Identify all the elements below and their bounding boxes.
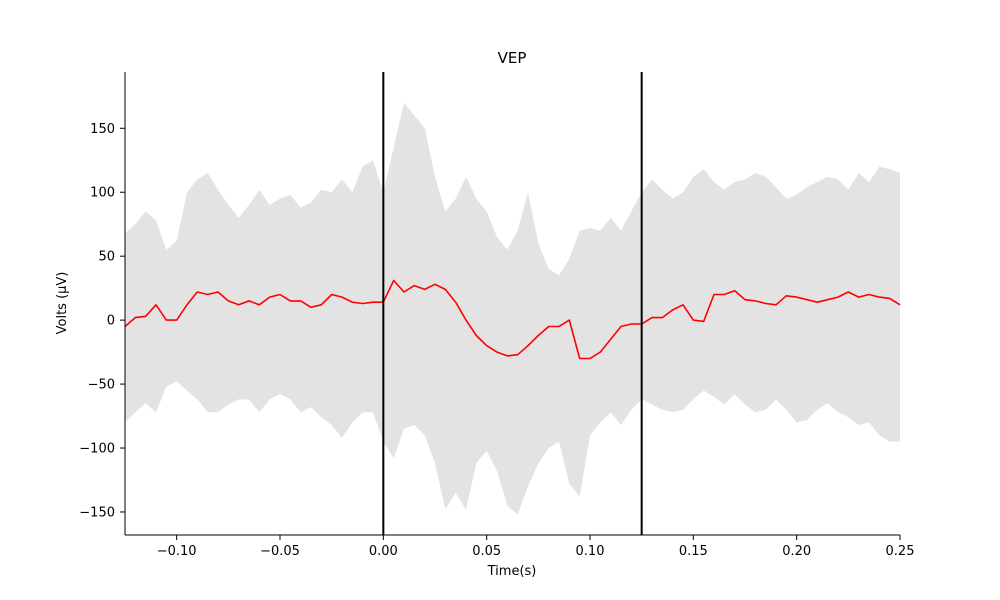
x-tick-label: 0.20 [782, 544, 811, 559]
x-axis-ticks: −0.10 −0.05 0.00 0.05 0.10 0.15 0.20 0.25 [157, 535, 915, 559]
y-tick-label: 0 [107, 314, 115, 329]
x-tick-label: −0.05 [260, 544, 300, 559]
x-tick-label: 0.05 [472, 544, 501, 559]
y-tick-label: −100 [79, 442, 115, 457]
x-tick-label: 0.25 [886, 544, 915, 559]
y-tick-label: 150 [90, 122, 115, 137]
y-axis-ticks: −150 −100 −50 0 50 100 150 [79, 122, 125, 520]
series-line-layer [124, 279, 901, 360]
confidence-band [125, 102, 900, 515]
y-tick-label: −150 [79, 505, 115, 520]
series-line-0 [124, 279, 901, 360]
chart-title: VEP [498, 49, 527, 67]
y-tick-label: 50 [98, 250, 115, 265]
y-tick-label: 100 [90, 186, 115, 201]
x-tick-label: −0.10 [157, 544, 197, 559]
x-axis-label: Time(s) [487, 564, 537, 579]
confidence-band-layer [125, 102, 900, 515]
event-marker-layer [382, 72, 643, 535]
x-tick-label: 0.00 [369, 544, 398, 559]
x-tick-label: 0.15 [679, 544, 708, 559]
x-tick-label: 0.10 [576, 544, 605, 559]
y-axis-label: Volts (μV) [55, 272, 70, 335]
y-tick-label: −50 [88, 378, 115, 393]
